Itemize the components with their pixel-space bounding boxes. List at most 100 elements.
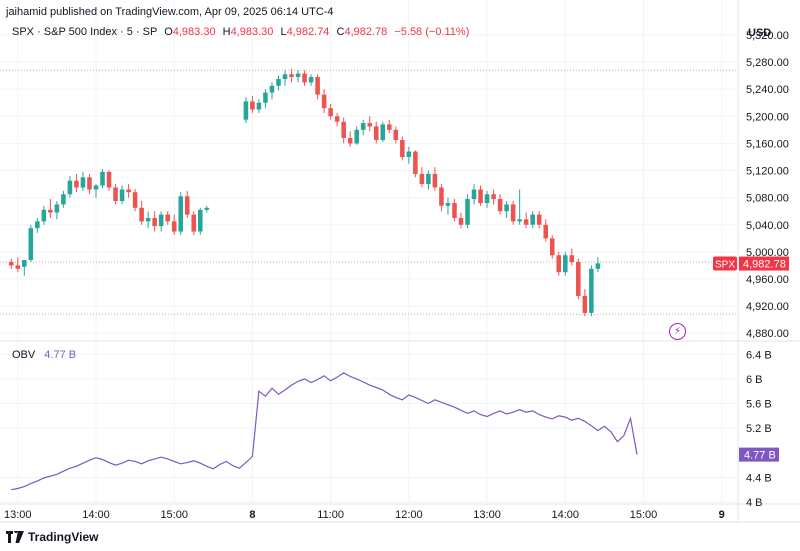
candle [582, 289, 588, 317]
candle-body [458, 217, 464, 225]
candle-body [315, 76, 320, 95]
candle [289, 68, 294, 83]
candle-body [445, 203, 451, 206]
candle-body [171, 221, 177, 232]
candle [413, 150, 418, 178]
legend-symbol: SPX · S&P 500 Index · 5 · SP [12, 26, 158, 38]
candle-body [549, 238, 555, 256]
candle-body [119, 189, 125, 202]
candle-body [302, 73, 307, 83]
candle [458, 212, 464, 229]
candle [347, 131, 353, 147]
price-tick-label: 4,920.00 [746, 301, 789, 313]
candle [589, 265, 594, 317]
obv-tick-label: 6.4 B [746, 349, 772, 361]
candle [393, 126, 399, 144]
candle [22, 260, 27, 276]
candle [152, 211, 157, 232]
candle [204, 205, 210, 213]
candle [373, 121, 379, 144]
lightning-icon[interactable]: ⚡ [669, 323, 686, 340]
candle [87, 173, 92, 195]
candle-body [61, 194, 66, 205]
candle-body [184, 196, 190, 215]
price-tick-label: 5,240.00 [746, 84, 789, 96]
price-tag-bg [739, 256, 789, 271]
candle-body [256, 102, 262, 110]
time-tick-label: 15:00 [160, 509, 188, 521]
candle-body [576, 262, 581, 296]
candle [139, 201, 144, 225]
candle-body [22, 260, 27, 267]
price-tick-label: 5,200.00 [746, 111, 789, 123]
candle-body [87, 177, 92, 190]
candle [595, 257, 601, 273]
candle-body [35, 221, 40, 229]
candle-body [439, 187, 444, 206]
candle [426, 170, 431, 190]
legend-close: 4,982.78 [344, 26, 388, 38]
candle [8, 258, 14, 269]
candle-body [276, 79, 281, 86]
candle-body [126, 189, 131, 193]
candle-body [465, 198, 470, 225]
candle [315, 74, 320, 100]
candle [119, 185, 125, 205]
candle-body [165, 214, 170, 222]
time-tick-label: 8 [249, 509, 255, 521]
candle [106, 170, 112, 191]
candle-body [67, 180, 73, 195]
candle-body [132, 192, 138, 208]
candle-body [152, 217, 157, 227]
footer-brand[interactable]: TradingView [6, 530, 98, 544]
candle [302, 70, 307, 86]
candle-body [504, 204, 509, 212]
obv-tick-label: 5.6 B [746, 399, 772, 411]
candle [321, 89, 327, 113]
candle-body [28, 228, 34, 261]
candle [74, 173, 79, 193]
time-tick-label: 15:00 [630, 509, 658, 521]
candle-body [74, 180, 79, 188]
candle [530, 211, 535, 229]
candle [439, 184, 444, 212]
candle-body [347, 137, 353, 144]
candle-body [8, 262, 14, 266]
candle-body [178, 196, 184, 232]
candle [15, 257, 21, 273]
time-tick-label: 12:00 [395, 509, 423, 521]
price-tick-label: 4,960.00 [746, 274, 789, 286]
candle [158, 211, 164, 232]
candle [145, 211, 151, 229]
price-tick-label: 5,040.00 [746, 220, 789, 232]
candle [406, 146, 412, 164]
candle [354, 126, 359, 145]
obv-tick-label: 4 B [746, 497, 763, 509]
price-tag-value: 4,982.78 [743, 259, 786, 271]
candle-body [100, 171, 105, 186]
candle [380, 121, 386, 143]
price-tick-label: 5,080.00 [746, 193, 789, 205]
candle [197, 207, 203, 235]
candle [432, 167, 438, 191]
candle [491, 189, 496, 205]
candle-body [80, 177, 86, 188]
candle-body [321, 94, 327, 109]
candle [536, 211, 542, 229]
candle [269, 82, 275, 100]
candle [93, 184, 99, 198]
candle [250, 95, 255, 113]
legend-low-label: L [280, 26, 287, 38]
candle [465, 194, 470, 229]
candle-body [380, 124, 386, 141]
candle-body [48, 209, 53, 213]
candle [328, 104, 333, 120]
candle [165, 211, 170, 225]
candle-body [360, 123, 366, 130]
candle-body [471, 189, 477, 199]
candle-body [393, 129, 399, 141]
candle-body [517, 219, 522, 222]
candle-body [497, 198, 503, 212]
candle-body [263, 92, 268, 103]
candle [113, 184, 118, 205]
